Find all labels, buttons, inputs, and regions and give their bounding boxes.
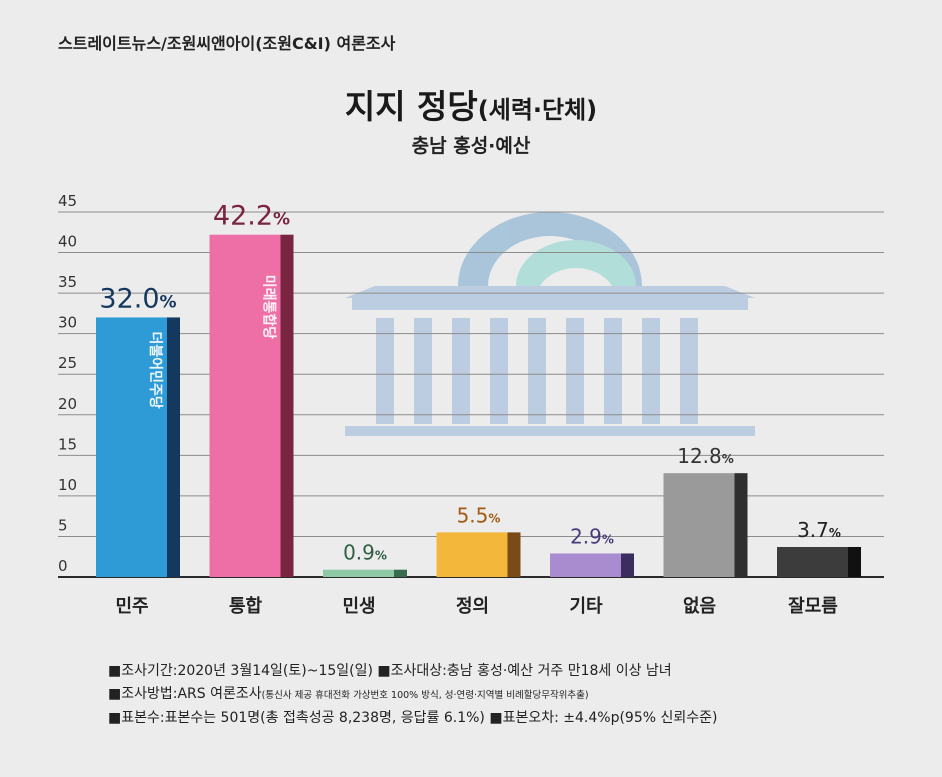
x-category-label: 없음 — [683, 596, 716, 617]
title-paren: (세력·단체) — [477, 96, 598, 124]
sample-size: ■표본수:표본수는 501명(총 접촉성공 8,238명, 응답률 6.1%) — [108, 710, 485, 726]
survey-notes: ■조사기간:2020년 3월14일(토)~15일(일) ■조사대상:충남 홍성·… — [108, 660, 717, 730]
note-line-2: ■조사방법:ARS 여론조사(통신사 제공 휴대전화 가상번호 100% 방식,… — [108, 683, 717, 707]
bar-없음 — [663, 473, 735, 577]
value-label: 2.9% — [570, 524, 614, 548]
y-tick-label: 45 — [58, 192, 77, 210]
bar-shade — [848, 546, 861, 577]
party-logo-text: 미래통합당 — [261, 275, 278, 340]
bar-잘모름 — [777, 546, 848, 577]
y-tick-label: 40 — [58, 233, 77, 251]
bar-기타 — [550, 553, 621, 577]
bar-shade — [507, 532, 521, 577]
x-category-label: 기타 — [569, 596, 603, 617]
y-tick-label: 15 — [58, 435, 77, 453]
y-axis: 0 5 10 15 20 25 30 35 40 45 — [58, 192, 77, 575]
note-line-1: ■조사기간:2020년 3월14일(토)~15일(일) ■조사대상:충남 홍성·… — [108, 660, 717, 683]
value-label: 5.5% — [457, 503, 501, 527]
bar-shade — [280, 234, 294, 577]
y-tick-label: 5 — [58, 516, 68, 534]
value-label: 3.7% — [797, 518, 841, 542]
note-line-3: ■표본수:표본수는 501명(총 접촉성공 8,238명, 응답률 6.1%) … — [108, 707, 717, 730]
y-tick-label: 35 — [58, 273, 77, 291]
value-label: 32.0% — [99, 283, 176, 314]
title-main: 지지 정당 — [344, 87, 478, 126]
sampling-error: ■표본오차: ±4.4%p(95% 신뢰수준) — [489, 710, 718, 726]
party-logo-text: 더불어민주당 — [147, 331, 164, 408]
bar-민주 — [96, 317, 167, 577]
chart-title: 지지 정당(세력·단체) — [0, 80, 942, 128]
value-label: 42.2% — [213, 201, 290, 232]
bar-shade — [621, 553, 634, 577]
y-tick-label: 10 — [58, 476, 77, 494]
y-tick-label: 30 — [58, 314, 77, 332]
survey-method: ■조사방법:ARS 여론조사 — [108, 686, 262, 702]
bar-민생 — [323, 569, 394, 577]
survey-period: ■조사기간:2020년 3월14일(토)~15일(일) — [108, 663, 373, 679]
y-tick-label: 20 — [58, 395, 77, 413]
survey-method-detail: (통신사 제공 휴대전화 가상번호 100% 방식, 성·연령·지역별 비례할당… — [261, 690, 589, 701]
value-label: 12.8% — [677, 444, 734, 468]
x-category-label: 민주 — [115, 596, 148, 617]
x-category-label: 민생 — [342, 596, 375, 617]
y-tick-label: 0 — [58, 557, 68, 575]
y-tick-label: 25 — [58, 354, 77, 372]
bar-shade — [394, 569, 407, 577]
bar-shade — [167, 317, 180, 577]
value-label: 0.9% — [343, 541, 387, 565]
bars: 32.0% 더불어민주당 42.2% 미래통합당 0.9% 5.5% 2.9% 12.8% 3.… — [96, 201, 861, 577]
bar-통합 — [209, 234, 281, 577]
survey-target: ■조사대상:충남 홍성·예산 거주 만18세 이상 남녀 — [377, 663, 672, 679]
chart-subtitle: 충남 홍성·예산 — [411, 135, 531, 157]
bar-chart: 0 5 10 15 20 25 30 35 40 45 32.0% 더불어민주당 42.2% 미래통합당… — [58, 192, 884, 617]
bar-shade — [734, 473, 748, 577]
bar-정의 — [436, 532, 508, 577]
x-category-label: 잘모름 — [788, 596, 838, 617]
x-category-label: 통합 — [229, 595, 263, 617]
national-assembly-building-icon — [345, 212, 755, 436]
source-credit: 스트레이트뉴스/조원씨앤아이(조원C&I) 여론조사 — [58, 34, 396, 53]
x-category-label: 정의 — [456, 596, 489, 617]
x-axis: 민주 통합 민생 정의 기타 없음 잘모름 — [115, 595, 837, 617]
